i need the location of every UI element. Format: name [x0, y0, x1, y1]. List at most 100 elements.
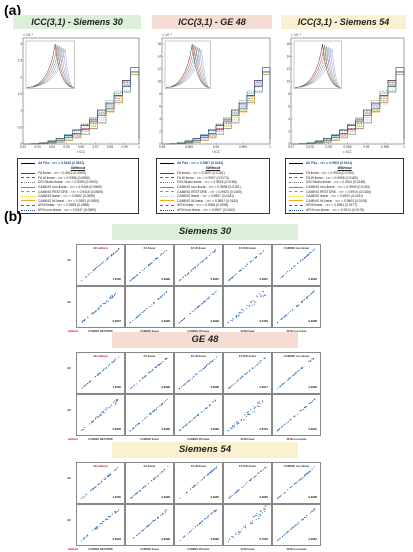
scatter-point — [209, 363, 210, 364]
legend-swatch — [289, 182, 303, 183]
scatter-point — [193, 418, 194, 419]
correlation-value: 0.9839 — [112, 427, 121, 431]
scatter-point — [161, 363, 162, 364]
scatter-point — [158, 364, 159, 365]
scatter-point — [103, 370, 104, 371]
scatter-point — [260, 253, 261, 254]
scatter-point — [287, 271, 288, 272]
scatter-point — [153, 302, 154, 303]
scatter-point — [93, 270, 94, 271]
scatter-point — [101, 415, 102, 416]
scatter-point — [137, 274, 138, 275]
scatter-point — [230, 320, 231, 321]
scatter-point — [102, 370, 103, 371]
scatter-point — [308, 403, 309, 404]
scatter-point — [237, 380, 238, 381]
scatter-point — [241, 420, 242, 421]
scatter-point — [306, 515, 307, 516]
scatter-cell-title: FA W-linear — [175, 464, 222, 468]
scatter-point — [180, 429, 181, 430]
x-tick-label: 0.995 — [239, 145, 247, 149]
scatter-point — [103, 521, 104, 522]
scatter-point — [252, 521, 253, 522]
scatter-point — [246, 416, 247, 417]
scatter-point — [303, 366, 304, 367]
scatter-point — [192, 311, 193, 312]
legend-swatch — [21, 173, 35, 174]
scatter-point — [212, 252, 213, 253]
scatter-point — [259, 401, 260, 402]
scatter-point — [183, 427, 184, 428]
scatter-point — [234, 426, 235, 427]
scatter-point — [109, 364, 110, 365]
scatter-cell-bottom-label: CAMINO W-linear — [175, 438, 222, 441]
scatter-point — [112, 254, 113, 255]
x-tick-label: 1 — [403, 145, 405, 149]
scatter-point — [92, 489, 93, 490]
scatter-point — [158, 298, 159, 299]
scatter-point — [214, 251, 215, 252]
y-tick-label: 12 — [157, 67, 161, 71]
scatter-point — [156, 365, 157, 366]
scatter-point — [110, 406, 111, 407]
scatter-point — [160, 255, 161, 256]
scatter-point — [147, 416, 148, 417]
scatter-point — [101, 263, 102, 264]
legend-swatch — [289, 177, 303, 178]
scatter-point — [149, 414, 150, 415]
scatter-point — [232, 536, 233, 537]
without-label: without — [97, 354, 108, 358]
legend-swatch — [21, 205, 35, 206]
scatter-point — [89, 382, 90, 383]
scatter-point — [247, 264, 248, 265]
scatter-point — [99, 265, 100, 266]
scatter-point — [214, 292, 215, 293]
x-tick-label: 0.93 — [34, 145, 40, 149]
scatter-point — [310, 402, 311, 403]
scatter-cell-title: All without — [77, 464, 124, 468]
scatter-point — [114, 400, 115, 401]
scanner-title: Siemens 54 — [112, 442, 298, 458]
scatter-point — [148, 265, 149, 266]
legend-swatch — [21, 191, 35, 192]
scatter-point — [278, 497, 279, 498]
scatter-point — [236, 422, 237, 423]
scatter-point — [293, 266, 294, 267]
y-tick-label: 6 — [288, 105, 290, 109]
scatter-cell-title: All without — [77, 246, 124, 250]
scatter-point — [195, 308, 196, 309]
scatter-point — [231, 278, 232, 279]
scatter-point — [249, 480, 250, 481]
scatter-point — [95, 376, 96, 377]
correlation-value: 0.9999 — [161, 319, 170, 323]
scatter-point — [255, 366, 256, 367]
scatter-point — [233, 318, 234, 319]
scatter-point — [205, 258, 206, 259]
scatter-point — [263, 291, 264, 292]
scatter-point — [137, 424, 138, 425]
scatter-point — [115, 358, 116, 359]
scatter-point — [133, 495, 134, 496]
scatter-point — [260, 515, 261, 516]
scatter-point — [105, 479, 106, 480]
scatter-point — [261, 471, 262, 472]
scatter-point — [239, 315, 240, 316]
scatter-point — [239, 532, 240, 533]
scatter-point — [111, 297, 112, 298]
x-tick-label: 0.98 — [159, 145, 165, 149]
scatter-point — [255, 257, 256, 258]
scatter-point — [256, 475, 257, 476]
scatter-point — [289, 419, 290, 420]
scatter-point — [143, 311, 144, 312]
scatter-point — [152, 521, 153, 522]
x-tick-label: 1 — [269, 145, 271, 149]
scatter-point — [309, 252, 310, 253]
scatter-point — [85, 385, 86, 386]
scatter-point — [116, 251, 117, 252]
y-tick-label: 16 — [286, 42, 290, 46]
scatter-point — [182, 320, 183, 321]
scatter-point — [142, 312, 143, 313]
scatter-point — [96, 267, 97, 268]
